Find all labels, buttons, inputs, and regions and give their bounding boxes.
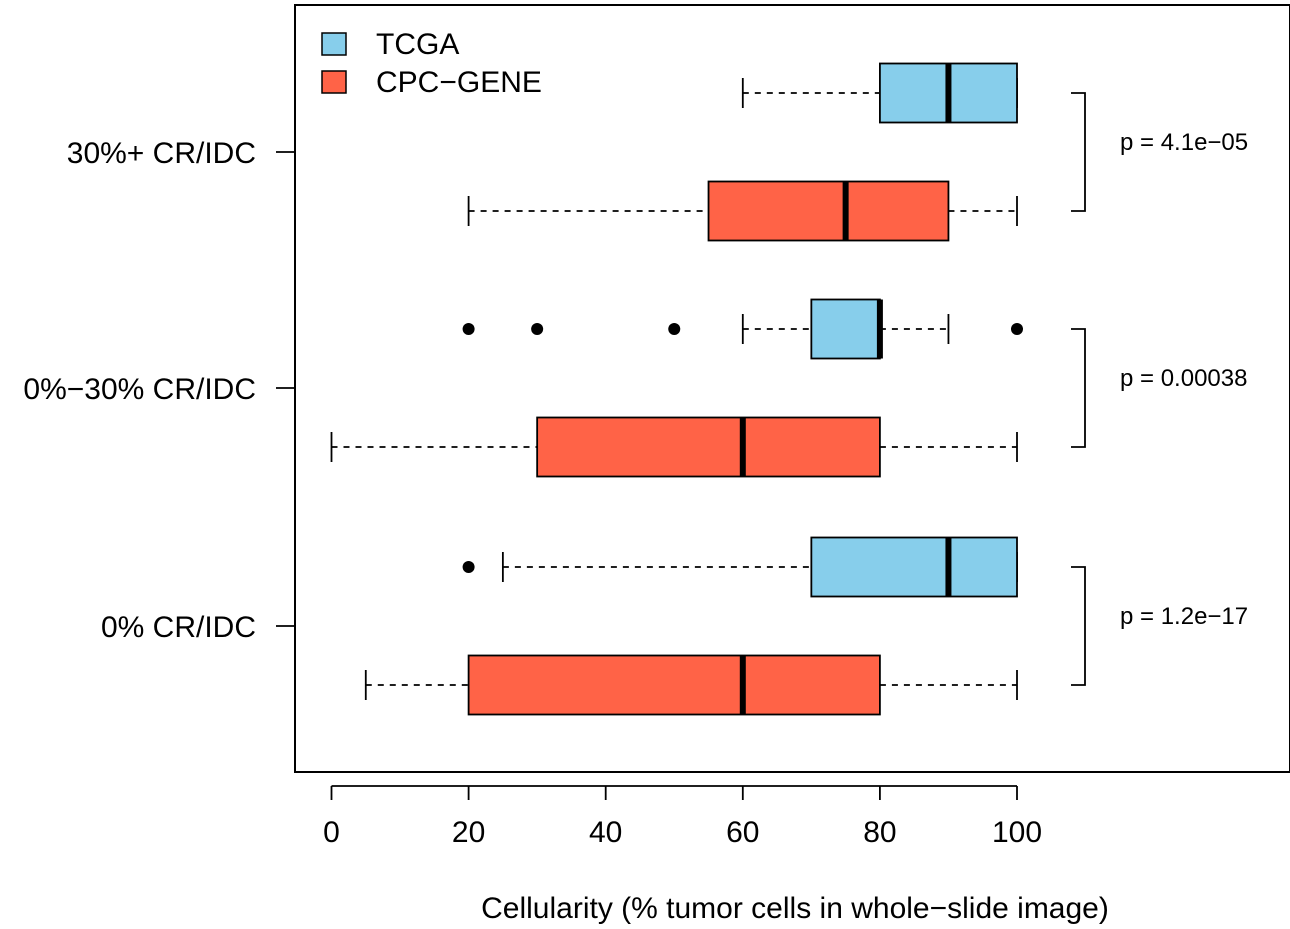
y-tick-label-0-cr-idc: 0% CR/IDC (101, 611, 256, 644)
pvalue-label-30-cr-idc: p = 4.1e−05 (1120, 129, 1248, 156)
outlier-tcga-0-30-cr-idc-0 (462, 323, 475, 335)
x-tick-label-20: 20 (452, 816, 485, 849)
box-tcga-0-30-cr-idc (810, 298, 881, 360)
pvalue-label-0-cr-idc: p = 1.2e−17 (1120, 603, 1248, 630)
outlier-tcga-0-30-cr-idc-3 (1011, 323, 1023, 335)
pvalue-label-0-30-cr-idc: p = 0.00038 (1120, 365, 1247, 392)
pvalue-bracket-0-cr-idc (1071, 566, 1086, 686)
outlier-tcga-0-30-cr-idc-1 (531, 323, 544, 335)
x-axis: 0 20 40 60 80 100 (323, 785, 1042, 849)
legend: TCGA CPC−GENE (321, 28, 542, 99)
y-axis: 0% CR/IDC 0%−30% CR/IDC 30%+ CR/IDC (23, 137, 295, 644)
boxes-layer (467, 62, 1018, 716)
y-tick-label-0-30-cr-idc: 0%−30% CR/IDC (23, 373, 256, 406)
x-tick-label-100: 100 (992, 816, 1042, 849)
whiskers-layer (330, 78, 1018, 700)
x-tick-label-0: 0 (323, 816, 340, 849)
legend-swatch-cpc-gene (321, 70, 347, 94)
outlier-tcga-0-30-cr-idc-2 (668, 323, 681, 335)
x-tick-label-80: 80 (863, 816, 896, 849)
outliers-layer (462, 323, 1023, 573)
pvalue-bracket-0-30-cr-idc (1071, 328, 1086, 448)
pvalue-brackets-layer: p = 1.2e−17 p = 0.00038 p = 4.1e−05 (1071, 92, 1248, 686)
y-tick-label-30-cr-idc: 30%+ CR/IDC (67, 137, 256, 170)
legend-label-cpc-gene: CPC−GENE (376, 66, 542, 99)
x-axis-title: Cellularity (% tumor cells in whole−slid… (481, 892, 1109, 925)
pvalue-bracket-30-cr-idc (1071, 92, 1086, 212)
x-tick-label-60: 60 (726, 816, 759, 849)
box-cpc-gene-0-cr-idc (467, 654, 881, 716)
outlier-tcga-0-cr-idc-0 (462, 561, 475, 573)
box-cpc-gene-0-30-cr-idc (536, 416, 881, 478)
box-cpc-gene-30-cr-idc (707, 180, 950, 242)
legend-swatch-tcga (321, 32, 347, 56)
legend-label-tcga: TCGA (376, 28, 459, 61)
x-tick-label-40: 40 (589, 816, 622, 849)
box-tcga-0-cr-idc (810, 536, 1018, 598)
